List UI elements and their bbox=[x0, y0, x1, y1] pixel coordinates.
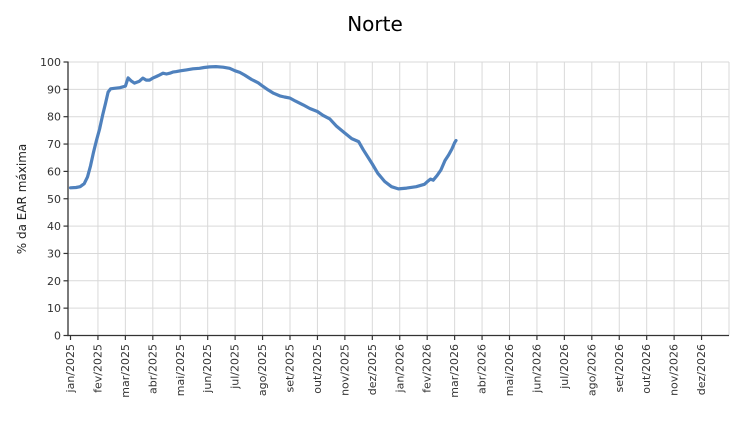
chart-title: Norte bbox=[347, 12, 403, 36]
y-tick-labels: 0 10 20 30 40 50 60 70 80 90 100 bbox=[40, 56, 61, 343]
y-tick-label: 80 bbox=[47, 111, 61, 124]
x-tick-labels: jan/2025 fev/2025 mar/2025 abr/2025 mai/2025… bbox=[64, 344, 708, 398]
x-tick-label: jan/2025 bbox=[64, 344, 77, 393]
y-tick-label: 40 bbox=[47, 220, 61, 233]
x-tick-label: fev/2025 bbox=[91, 344, 104, 393]
y-axis-title: % da EAR máxima bbox=[15, 144, 29, 254]
x-tick-label: out/2025 bbox=[311, 344, 324, 394]
x-tick-label: dez/2026 bbox=[695, 344, 708, 395]
y-tick-label: 20 bbox=[47, 275, 61, 288]
x-tick-label: mar/2025 bbox=[119, 344, 132, 398]
y-tick-label: 10 bbox=[47, 302, 61, 315]
x-tick-label: nov/2025 bbox=[338, 344, 351, 396]
x-tick-label: jul/2026 bbox=[558, 344, 571, 390]
x-tick-label: fev/2026 bbox=[421, 344, 434, 393]
y-tick-label: 70 bbox=[47, 138, 61, 151]
x-tick-label: mai/2026 bbox=[503, 344, 516, 396]
y-tick-label: 50 bbox=[47, 193, 61, 206]
x-tick-label: ago/2026 bbox=[585, 344, 598, 396]
x-tick-label: out/2026 bbox=[640, 344, 653, 394]
y-tick-label: 60 bbox=[47, 165, 61, 178]
x-tick-label: mai/2025 bbox=[174, 344, 187, 396]
x-tick-label: abr/2025 bbox=[146, 344, 159, 394]
x-tick-label: jul/2025 bbox=[229, 344, 242, 390]
x-tick-label: jun/2026 bbox=[530, 344, 543, 394]
series-line bbox=[68, 64, 458, 191]
x-tick-label: dez/2025 bbox=[366, 344, 379, 395]
y-tick-label: 90 bbox=[47, 83, 61, 96]
gridlines bbox=[68, 61, 730, 336]
x-tick-label: mar/2026 bbox=[448, 344, 461, 398]
x-tick-label: set/2025 bbox=[284, 344, 297, 393]
tick-marks bbox=[63, 61, 703, 340]
data-series bbox=[68, 64, 458, 191]
x-tick-label: jan/2026 bbox=[393, 344, 406, 393]
y-tick-label: 30 bbox=[47, 247, 61, 260]
x-tick-label: jun/2025 bbox=[201, 344, 214, 394]
x-tick-label: nov/2026 bbox=[668, 344, 681, 396]
y-tick-label: 0 bbox=[54, 330, 61, 343]
x-tick-label: abr/2026 bbox=[476, 344, 489, 394]
y-tick-label: 100 bbox=[40, 56, 61, 69]
x-tick-label: ago/2025 bbox=[256, 344, 269, 396]
x-tick-label: set/2026 bbox=[613, 344, 626, 393]
